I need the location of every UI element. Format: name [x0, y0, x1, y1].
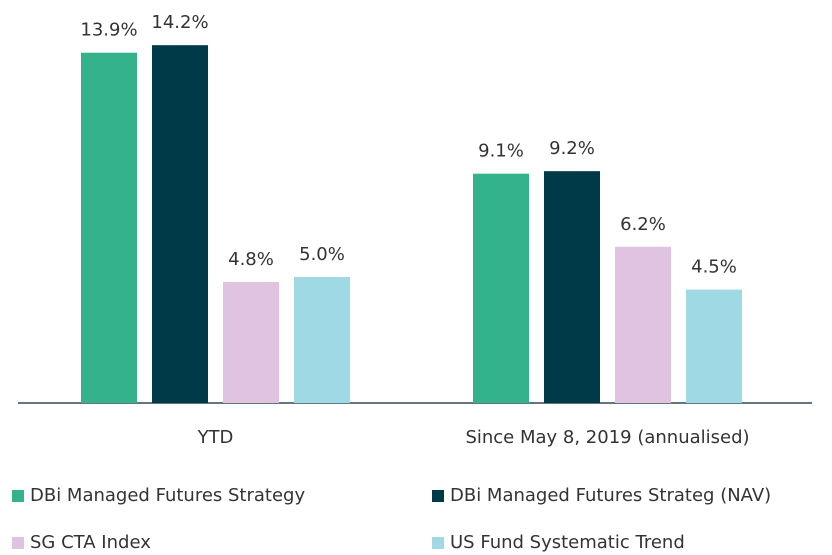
legend-label: US Fund Systematic Trend [450, 532, 685, 553]
data-label: 6.2% [620, 214, 666, 235]
bar [152, 45, 208, 403]
bar [615, 246, 671, 403]
legend-label: DBi Managed Futures Strategy [30, 485, 305, 506]
bar [686, 289, 742, 403]
bar [544, 171, 600, 403]
legend-swatch [12, 537, 24, 549]
x-tick-label: Since May 8, 2019 (annualised) [465, 427, 749, 448]
bar [473, 173, 529, 403]
x-tick-label: YTD [197, 427, 234, 448]
legend-swatch [12, 490, 24, 502]
data-label: 4.8% [228, 249, 274, 270]
legend-swatch [432, 490, 444, 502]
legend-swatch [432, 537, 444, 549]
bar [81, 52, 137, 403]
bar [294, 277, 350, 403]
data-label: 9.1% [478, 141, 524, 162]
data-label: 5.0% [299, 244, 345, 265]
legend-label: DBi Managed Futures Strateg (NAV) [450, 485, 771, 506]
data-label: 9.2% [549, 138, 595, 159]
legend-label: SG CTA Index [30, 532, 151, 553]
data-label: 13.9% [80, 20, 137, 41]
bar [223, 282, 279, 403]
data-label: 14.2% [151, 12, 208, 33]
data-label: 4.5% [691, 257, 737, 278]
